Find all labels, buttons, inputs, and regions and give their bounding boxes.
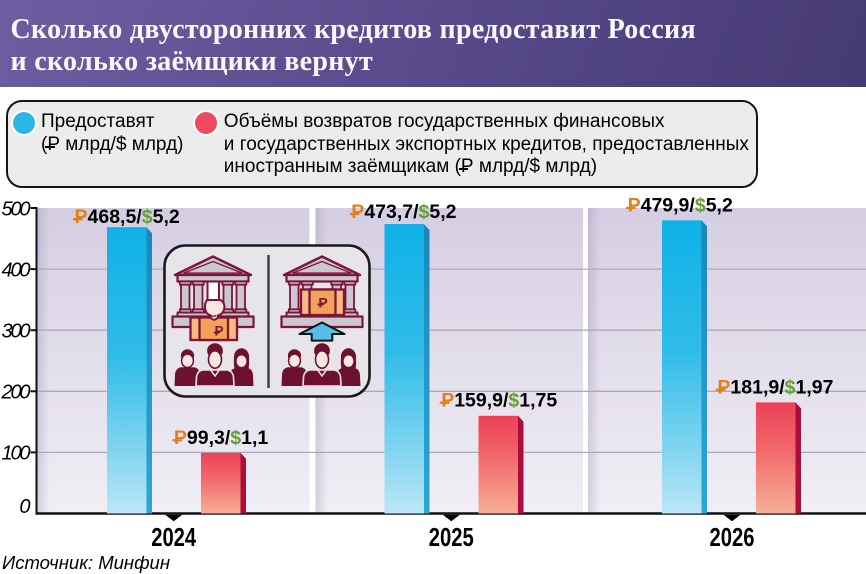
svg-text:Р159,9/$1,75: Р159,9/$1,75 [441,390,557,412]
svg-text:Р473,7/$5,2: Р473,7/$5,2 [351,201,456,223]
svg-text:2026: 2026 [710,524,755,552]
svg-text:2024: 2024 [151,524,197,552]
svg-text:Р: Р [318,295,327,311]
svg-text:Р468,5/$5,2: Р468,5/$5,2 [75,206,180,228]
svg-text:200: 200 [1,382,31,404]
svg-text:Р181,9/$1,97: Р181,9/$1,97 [717,377,833,399]
svg-text:Р99,3/$1,1: Р99,3/$1,1 [174,427,269,449]
svg-text:Р: Р [214,324,223,339]
svg-text:300: 300 [2,321,31,343]
svg-text:0: 0 [19,496,30,518]
svg-text:500: 500 [2,198,31,220]
svg-text:400: 400 [2,259,31,281]
svg-text:Р479,9/$5,2: Р479,9/$5,2 [628,195,733,217]
svg-text:2025: 2025 [429,524,474,552]
svg-text:100: 100 [2,443,31,465]
